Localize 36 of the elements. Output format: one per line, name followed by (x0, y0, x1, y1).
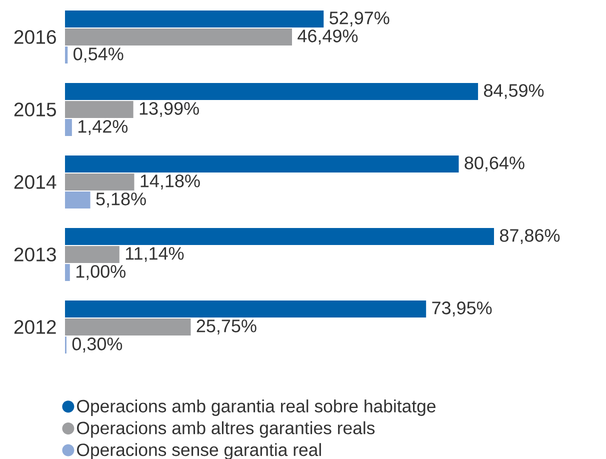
y-tick-label: 2013 (14, 248, 56, 262)
data-label: 87,86% (500, 229, 560, 244)
bar (65, 174, 134, 191)
y-tick-label: 2012 (14, 320, 56, 334)
bar (65, 119, 72, 136)
y-tick-label: 2015 (14, 102, 56, 116)
data-label: 1,00% (76, 265, 126, 280)
data-label: 25,75% (196, 320, 256, 334)
data-label: 73,95% (432, 302, 492, 316)
data-label: 84,59% (484, 84, 544, 99)
bar (65, 28, 292, 46)
data-label: 52,97% (330, 12, 390, 26)
bar (65, 10, 324, 28)
bar (65, 246, 120, 264)
data-label: 0,54% (74, 48, 124, 62)
bar (65, 318, 191, 336)
bar (65, 192, 90, 209)
bar (65, 264, 70, 282)
data-label: 13,99% (140, 102, 199, 117)
bar (65, 101, 134, 118)
bar (65, 300, 426, 318)
bar (65, 46, 68, 64)
data-label: 14,18% (140, 174, 200, 190)
data-label: 80,64% (464, 156, 524, 172)
y-tick-label: 2016 (14, 30, 56, 44)
data-label: 11,14% (126, 247, 184, 262)
y-tick-label: 2014 (14, 175, 56, 189)
data-label: 46,49% (298, 30, 358, 44)
legend-label: Operacions amb altres garanties reals (77, 421, 375, 438)
data-label: 0,30% (72, 338, 122, 352)
bar (65, 83, 478, 100)
bar (65, 228, 494, 246)
data-label: 1,42% (78, 120, 128, 135)
data-label: 5,18% (96, 192, 146, 208)
legend-label: Operacions amb garantia real sobre habitatge (77, 399, 436, 416)
bar (65, 156, 459, 173)
